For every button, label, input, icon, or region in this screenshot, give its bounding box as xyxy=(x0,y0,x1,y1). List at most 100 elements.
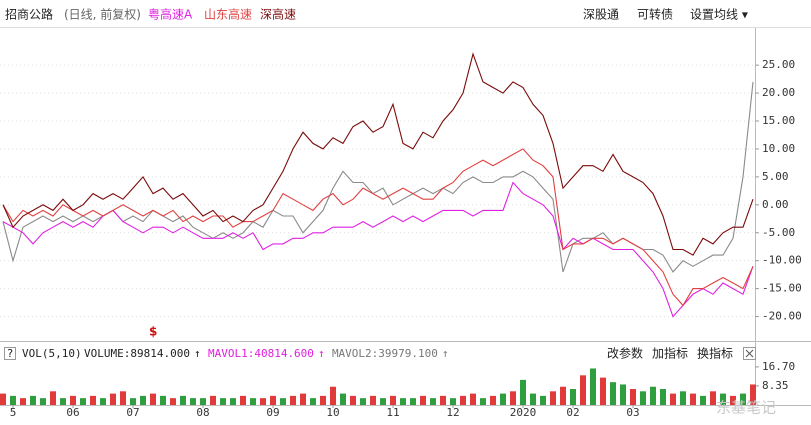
volume-bar xyxy=(720,393,726,405)
volume-bar xyxy=(140,395,146,405)
price-line xyxy=(2,52,754,256)
volume-bar xyxy=(520,379,526,405)
x-tick-label: 10 xyxy=(326,406,339,419)
stock-name: 招商公路 xyxy=(5,7,53,22)
volume-bar xyxy=(360,398,366,405)
volume-bar xyxy=(150,393,156,405)
x-tick-label: 2020 xyxy=(510,406,537,419)
volume-bar xyxy=(70,395,76,405)
trend-arrow: ↑ xyxy=(194,347,201,360)
watermark: 东基笔记 xyxy=(716,399,776,417)
y-tick-label: -20.00 xyxy=(762,310,802,323)
volume-bar xyxy=(400,398,406,405)
volume-bar xyxy=(50,391,56,405)
volume-bar xyxy=(290,395,296,405)
volume-bar xyxy=(440,395,446,405)
volume-bar xyxy=(650,386,656,405)
menu-item[interactable]: 深股通 xyxy=(583,8,619,22)
volume-bar xyxy=(550,391,556,405)
help-box[interactable] xyxy=(4,347,16,360)
x-tick-label: 03 xyxy=(626,406,639,419)
y-tick-label: 0.00 xyxy=(762,198,789,211)
volume-bar xyxy=(710,391,716,405)
volume-bar xyxy=(110,393,116,405)
volume-bar xyxy=(370,395,376,405)
volume-bar xyxy=(40,398,46,405)
help-icon[interactable]: ? xyxy=(7,347,14,360)
x-tick-label: 5 xyxy=(10,406,17,419)
volume-bar xyxy=(540,395,546,405)
volume-bar xyxy=(10,395,16,405)
indicator-name: VOL(5,10) xyxy=(22,347,82,360)
x-tick-label: 09 xyxy=(266,406,279,419)
volume-bar xyxy=(270,395,276,405)
volume-bar xyxy=(690,393,696,405)
volume-bar xyxy=(500,393,506,405)
readout: MAVOL2:39979.100 xyxy=(332,347,438,360)
volume-bar xyxy=(130,398,136,405)
volume-bar xyxy=(750,384,756,405)
volume-bar xyxy=(20,398,26,405)
volume-bar xyxy=(560,386,566,405)
y-tick-label: 10.00 xyxy=(762,142,795,155)
volume-bar xyxy=(670,393,676,405)
volume-bar xyxy=(620,384,626,405)
legend-entry[interactable]: 深高速 xyxy=(260,7,296,22)
volume-bar xyxy=(230,398,236,405)
volume-bar xyxy=(610,382,616,405)
y-tick-label: -15.00 xyxy=(762,282,802,295)
volume-bar xyxy=(430,398,436,405)
tool-button[interactable]: 改参数 xyxy=(607,346,643,361)
volume-bar xyxy=(160,395,166,405)
trend-arrow: ↑ xyxy=(442,347,449,360)
volume-bar xyxy=(330,386,336,405)
volume-bar xyxy=(0,393,6,405)
volume-bar xyxy=(630,389,636,405)
volume-bar xyxy=(300,393,306,405)
volume-bar xyxy=(510,391,516,405)
volume-bar xyxy=(170,398,176,405)
readout: VOLUME:89814.000 xyxy=(84,347,190,360)
x-tick-label: 07 xyxy=(126,406,139,419)
x-tick-label: 12 xyxy=(446,406,459,419)
volume-bar xyxy=(210,395,216,405)
y-tick-label: -5.00 xyxy=(762,226,795,239)
volume-bar xyxy=(730,395,736,405)
trend-arrow: ↑ xyxy=(318,347,325,360)
volume-bar xyxy=(700,395,706,405)
y-tick-label: 25.00 xyxy=(762,58,795,71)
volume-bar xyxy=(470,393,476,405)
volume-bar xyxy=(340,393,346,405)
close-box[interactable] xyxy=(743,347,756,360)
volume-bar xyxy=(420,395,426,405)
y-tick-label: -10.00 xyxy=(762,254,802,267)
volume-bar xyxy=(570,389,576,405)
volume-bar xyxy=(100,398,106,405)
tool-button[interactable]: 加指标 xyxy=(652,346,688,361)
volume-bar xyxy=(220,398,226,405)
event-marker[interactable]: $ xyxy=(149,325,157,339)
x-tick-label: 06 xyxy=(66,406,79,419)
volume-bar xyxy=(190,398,196,405)
y-tick-label: 5.00 xyxy=(762,170,789,183)
volume-bar xyxy=(410,398,416,405)
x-tick-label: 08 xyxy=(196,406,209,419)
volume-bar xyxy=(310,398,316,405)
legend-entry[interactable]: 粤高速A xyxy=(148,7,193,22)
price-line xyxy=(2,181,754,318)
volume-bar xyxy=(250,398,256,405)
close-icon[interactable] xyxy=(745,349,754,358)
tool-button[interactable]: 换指标 xyxy=(697,346,733,361)
volume-bar xyxy=(480,398,486,405)
readout: MAVOL1:40814.600 xyxy=(208,347,314,360)
y-tick-label: 16.70 xyxy=(762,360,795,373)
menu-item[interactable]: 设置均线 ▾ xyxy=(690,8,748,22)
volume-bar xyxy=(580,375,586,405)
volume-bar xyxy=(180,395,186,405)
volume-bar xyxy=(460,395,466,405)
menu-item[interactable]: 可转债 xyxy=(637,7,673,22)
y-tick-label: 8.35 xyxy=(762,379,789,392)
volume-bar xyxy=(80,398,86,405)
legend-entry[interactable]: 山东高速 xyxy=(204,7,252,22)
volume-bar xyxy=(590,368,596,405)
